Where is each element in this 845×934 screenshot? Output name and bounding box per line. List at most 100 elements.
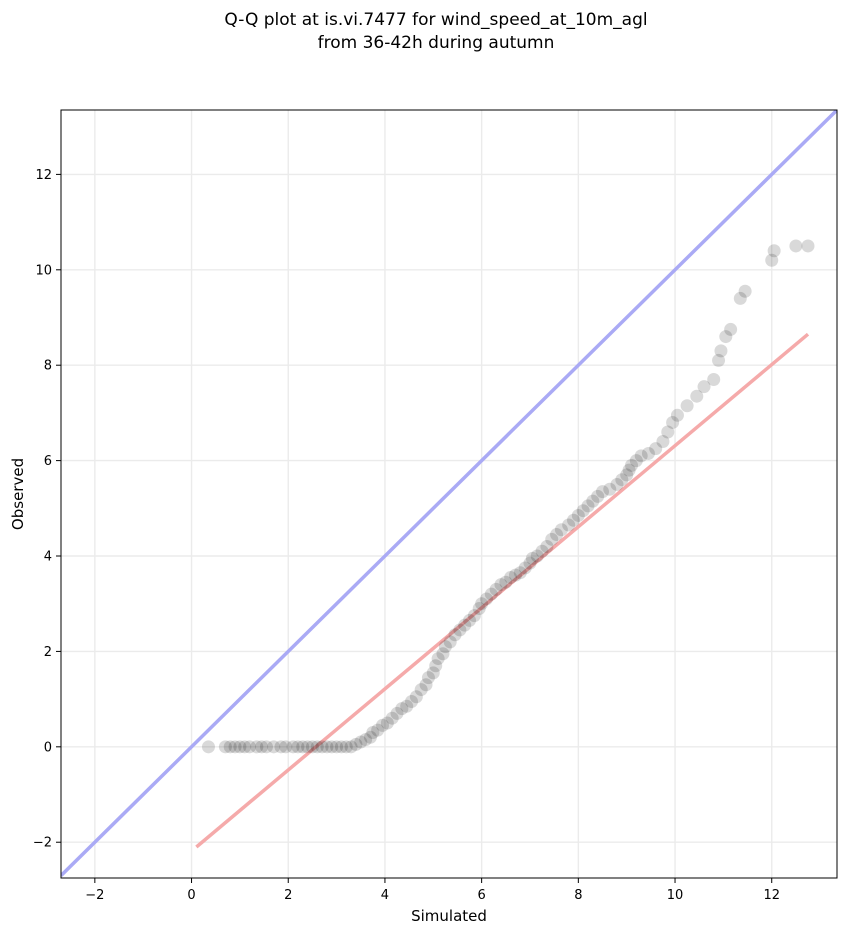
data-point [376, 718, 390, 732]
x-tick-label: 0 [187, 888, 195, 903]
data-point [414, 683, 428, 697]
data-point [513, 566, 527, 580]
data-point [690, 389, 704, 403]
data-point [366, 726, 380, 740]
data-point [596, 485, 610, 499]
data-point [426, 666, 440, 680]
data-point [325, 740, 339, 754]
y-tick-label: 4 [44, 550, 52, 565]
chart-title-line-2: from 36-42h during autumn [318, 33, 555, 53]
data-point [429, 659, 443, 673]
data-point [296, 740, 310, 754]
data-point [666, 415, 680, 429]
data-point [634, 449, 648, 463]
data-point [801, 239, 815, 253]
x-tick-label: 10 [667, 888, 684, 903]
data-point [436, 647, 450, 661]
y-tick-label: 0 [44, 740, 52, 755]
data-point [320, 740, 334, 754]
data-point [409, 690, 423, 704]
data-point [489, 582, 503, 596]
data-point [301, 740, 315, 754]
data-point [545, 532, 559, 546]
data-point [310, 740, 324, 754]
data-point [499, 575, 513, 589]
data-point [622, 463, 636, 477]
x-tick-label: 8 [574, 888, 582, 903]
data-point [201, 740, 215, 754]
fit-line [195, 332, 810, 849]
data-point [334, 740, 348, 754]
data-point [472, 601, 486, 615]
data-point [680, 399, 694, 413]
y-tick-label: 8 [44, 359, 52, 374]
data-point [453, 623, 467, 637]
data-point [475, 597, 489, 611]
identity-line [61, 110, 837, 877]
data-point [349, 737, 363, 751]
x-axis-label: Simulated [411, 907, 487, 925]
data-point [315, 740, 329, 754]
y-tick-label: 6 [44, 454, 52, 469]
data-point [395, 702, 409, 716]
data-point [540, 539, 554, 553]
data-point [238, 740, 252, 754]
data-point [733, 291, 747, 305]
data-point [649, 442, 663, 456]
data-point [586, 494, 600, 508]
data-point [380, 716, 394, 730]
data-point [228, 740, 242, 754]
x-tick-label: 2 [284, 888, 292, 903]
data-point [431, 652, 445, 666]
x-axis-ticks: −2 0 2 4 6 8 10 12 [85, 878, 780, 903]
data-point [504, 570, 518, 584]
data-point [707, 373, 721, 387]
data-point [330, 740, 344, 754]
y-tick-label: −2 [33, 836, 52, 851]
data-point [363, 730, 377, 744]
data-point [571, 508, 585, 522]
data-point [467, 609, 481, 623]
data-point [562, 518, 576, 532]
data-point [443, 635, 457, 649]
data-point [712, 353, 726, 367]
data-point [385, 711, 399, 725]
data-points [201, 239, 815, 754]
data-point [344, 740, 358, 754]
data-point [354, 735, 368, 749]
data-point [789, 239, 803, 253]
data-point [267, 740, 281, 754]
data-point [697, 380, 711, 394]
data-point [233, 740, 247, 754]
x-tick-label: 6 [477, 888, 485, 903]
data-point [448, 628, 462, 642]
y-axis-ticks: −2 0 2 4 6 8 10 12 [33, 168, 61, 851]
data-point [458, 618, 472, 632]
x-tick-label: −2 [85, 888, 104, 903]
data-point [419, 678, 433, 692]
data-point [339, 740, 353, 754]
data-point [359, 733, 373, 747]
reference-lines [61, 110, 837, 877]
data-point [518, 561, 532, 575]
data-point [641, 446, 655, 460]
data-point [738, 284, 752, 298]
data-point [286, 740, 300, 754]
y-tick-label: 2 [44, 645, 52, 660]
data-point [550, 528, 564, 542]
data-point [765, 253, 779, 267]
data-point [535, 544, 549, 558]
data-point [484, 587, 498, 601]
data-point [554, 523, 568, 537]
data-point [656, 435, 670, 449]
data-point [400, 699, 414, 713]
x-tick-label: 4 [381, 888, 389, 903]
x-tick-label: 12 [763, 888, 780, 903]
data-point [259, 740, 273, 754]
data-point [243, 740, 257, 754]
data-point [390, 706, 404, 720]
data-point [291, 740, 305, 754]
data-point [719, 330, 733, 344]
data-point [581, 499, 595, 513]
